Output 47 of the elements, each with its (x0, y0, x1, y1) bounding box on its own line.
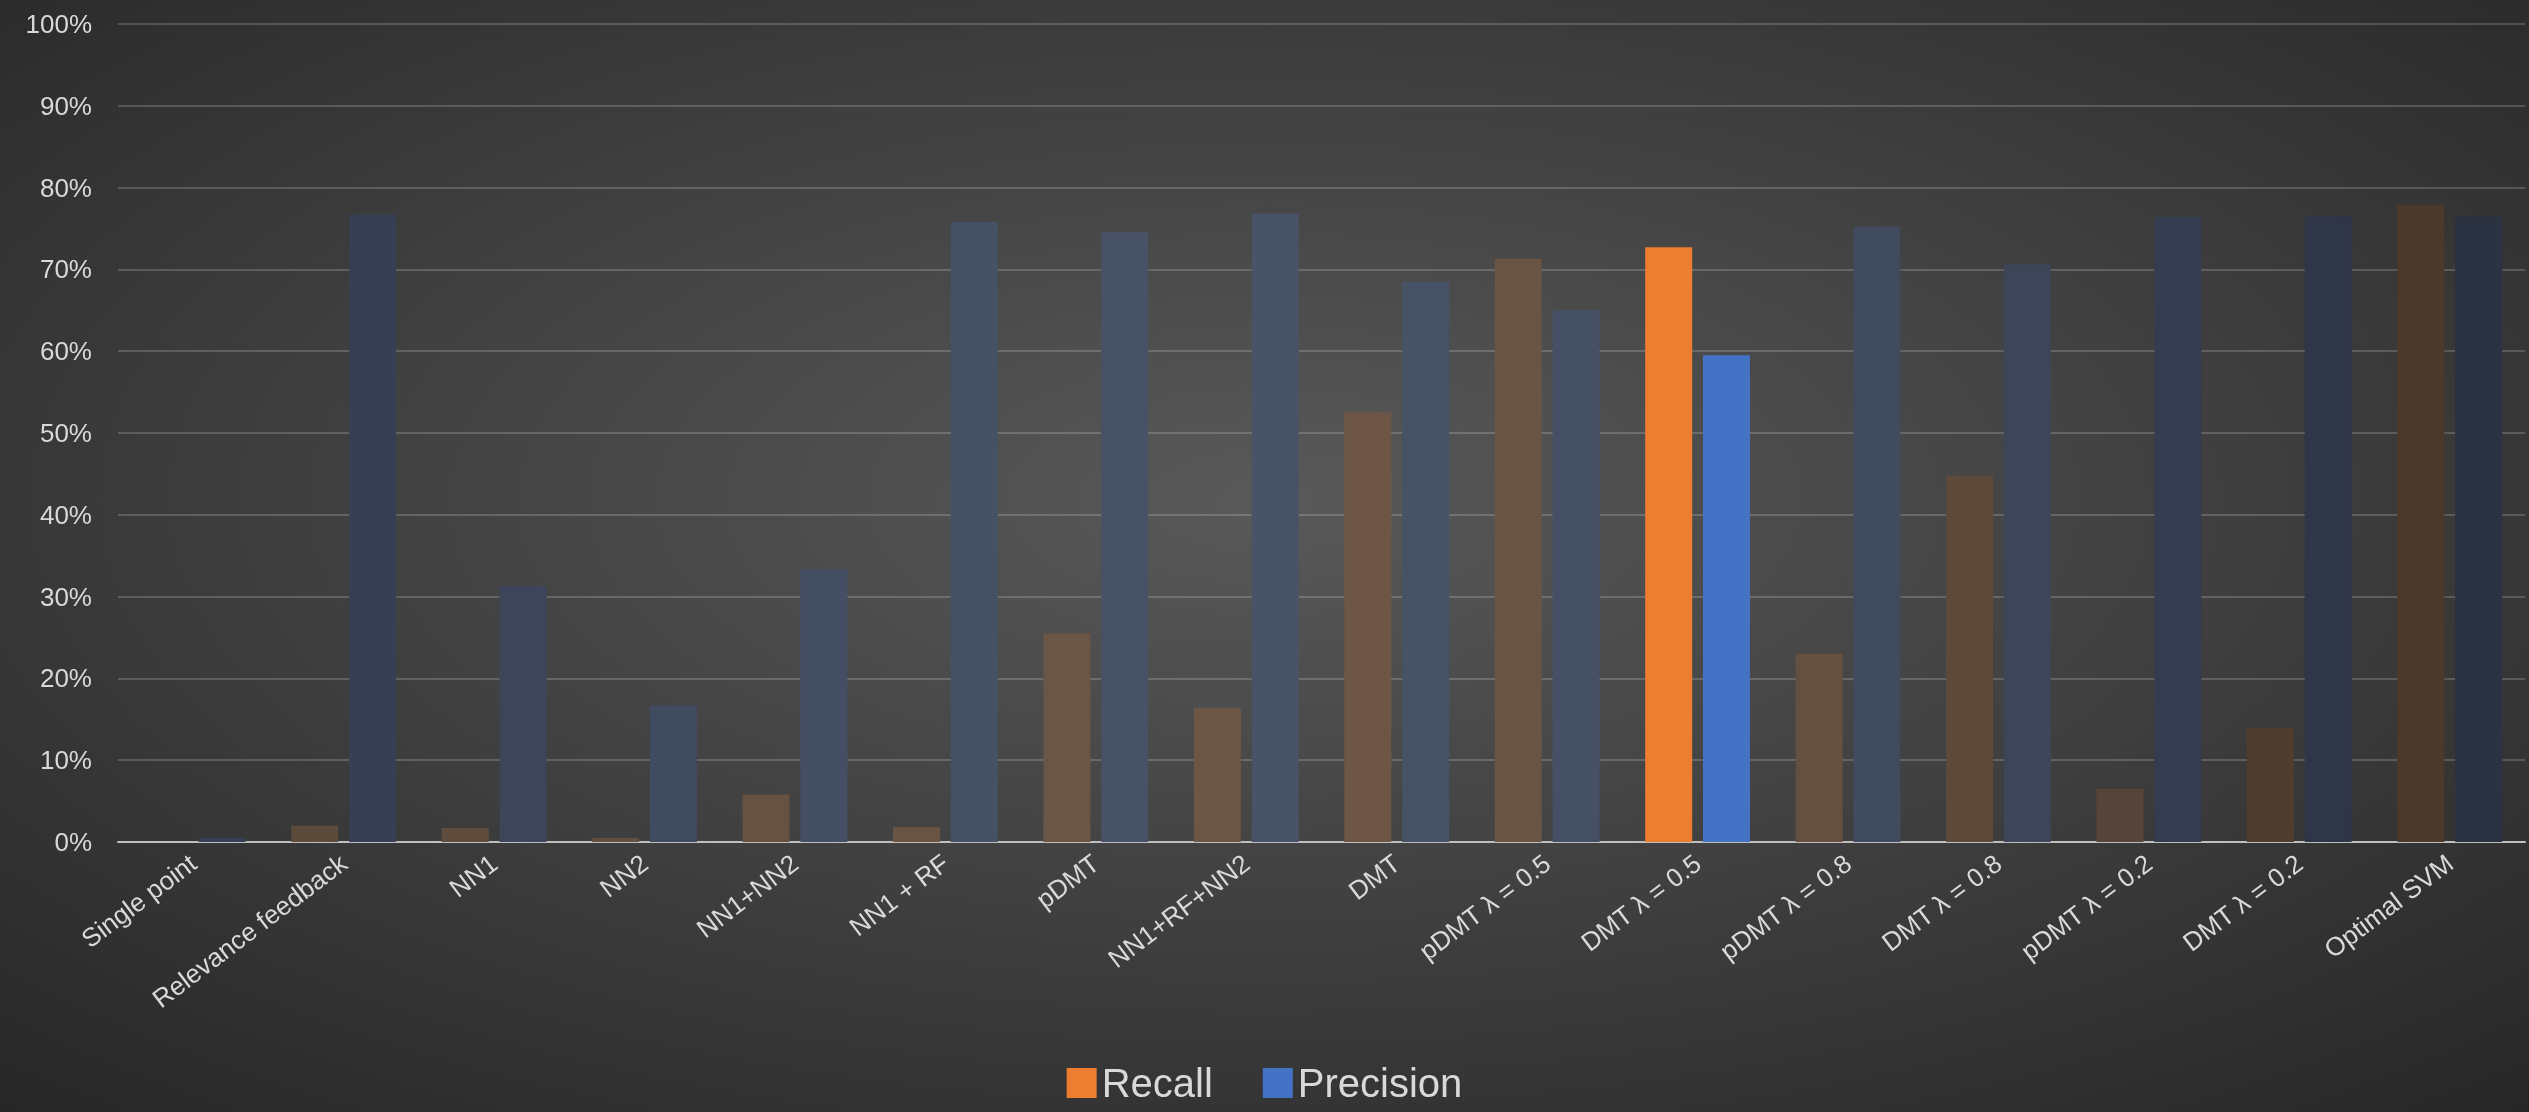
bar (2455, 216, 2503, 842)
y-tick-label: 30% (39, 581, 92, 612)
x-tick-label: NN2 (593, 848, 654, 904)
bar (198, 837, 246, 842)
x-tick-label: NN1 (443, 848, 504, 904)
y-tick-label: 10% (39, 745, 92, 776)
bar (1552, 310, 1600, 842)
y-tick-label: 50% (39, 418, 92, 448)
bar (2246, 727, 2294, 842)
bar (1043, 633, 1091, 842)
y-tick-label: 80% (39, 172, 92, 203)
bar (950, 221, 998, 842)
bar (499, 585, 547, 842)
bar (592, 837, 640, 842)
y-tick-label: 0% (54, 827, 92, 857)
bar (2003, 264, 2051, 842)
bar (1344, 412, 1392, 842)
bar (1101, 232, 1149, 842)
bar (1795, 653, 1843, 842)
bar (1402, 281, 1450, 842)
y-tick-label: 100% (25, 9, 92, 39)
bar (2154, 217, 2202, 842)
bar (742, 794, 790, 842)
bar (893, 827, 940, 842)
y-tick-label: 90% (39, 90, 92, 121)
bar (1946, 475, 1994, 842)
legend-label: Recall (1101, 1061, 1213, 1105)
y-tick-label: 40% (39, 499, 92, 530)
bar (1193, 707, 1241, 842)
bar (1251, 213, 1299, 842)
bar (2304, 216, 2352, 842)
legend-label: Precision (1297, 1061, 1463, 1105)
bar (1494, 258, 1542, 842)
bar (1703, 355, 1750, 842)
bar (291, 825, 339, 842)
bar (349, 214, 397, 842)
bar (2096, 788, 2144, 842)
y-tick-label: 60% (39, 336, 92, 367)
y-tick-label: 70% (39, 254, 92, 285)
x-tick-label: NN1 + RF (843, 848, 955, 942)
bar (441, 828, 489, 842)
bar (1853, 226, 1901, 842)
bar (2397, 204, 2445, 842)
bar (800, 569, 848, 842)
bar (649, 705, 697, 842)
bar (1645, 247, 1693, 842)
y-tick-label: 20% (39, 663, 92, 694)
